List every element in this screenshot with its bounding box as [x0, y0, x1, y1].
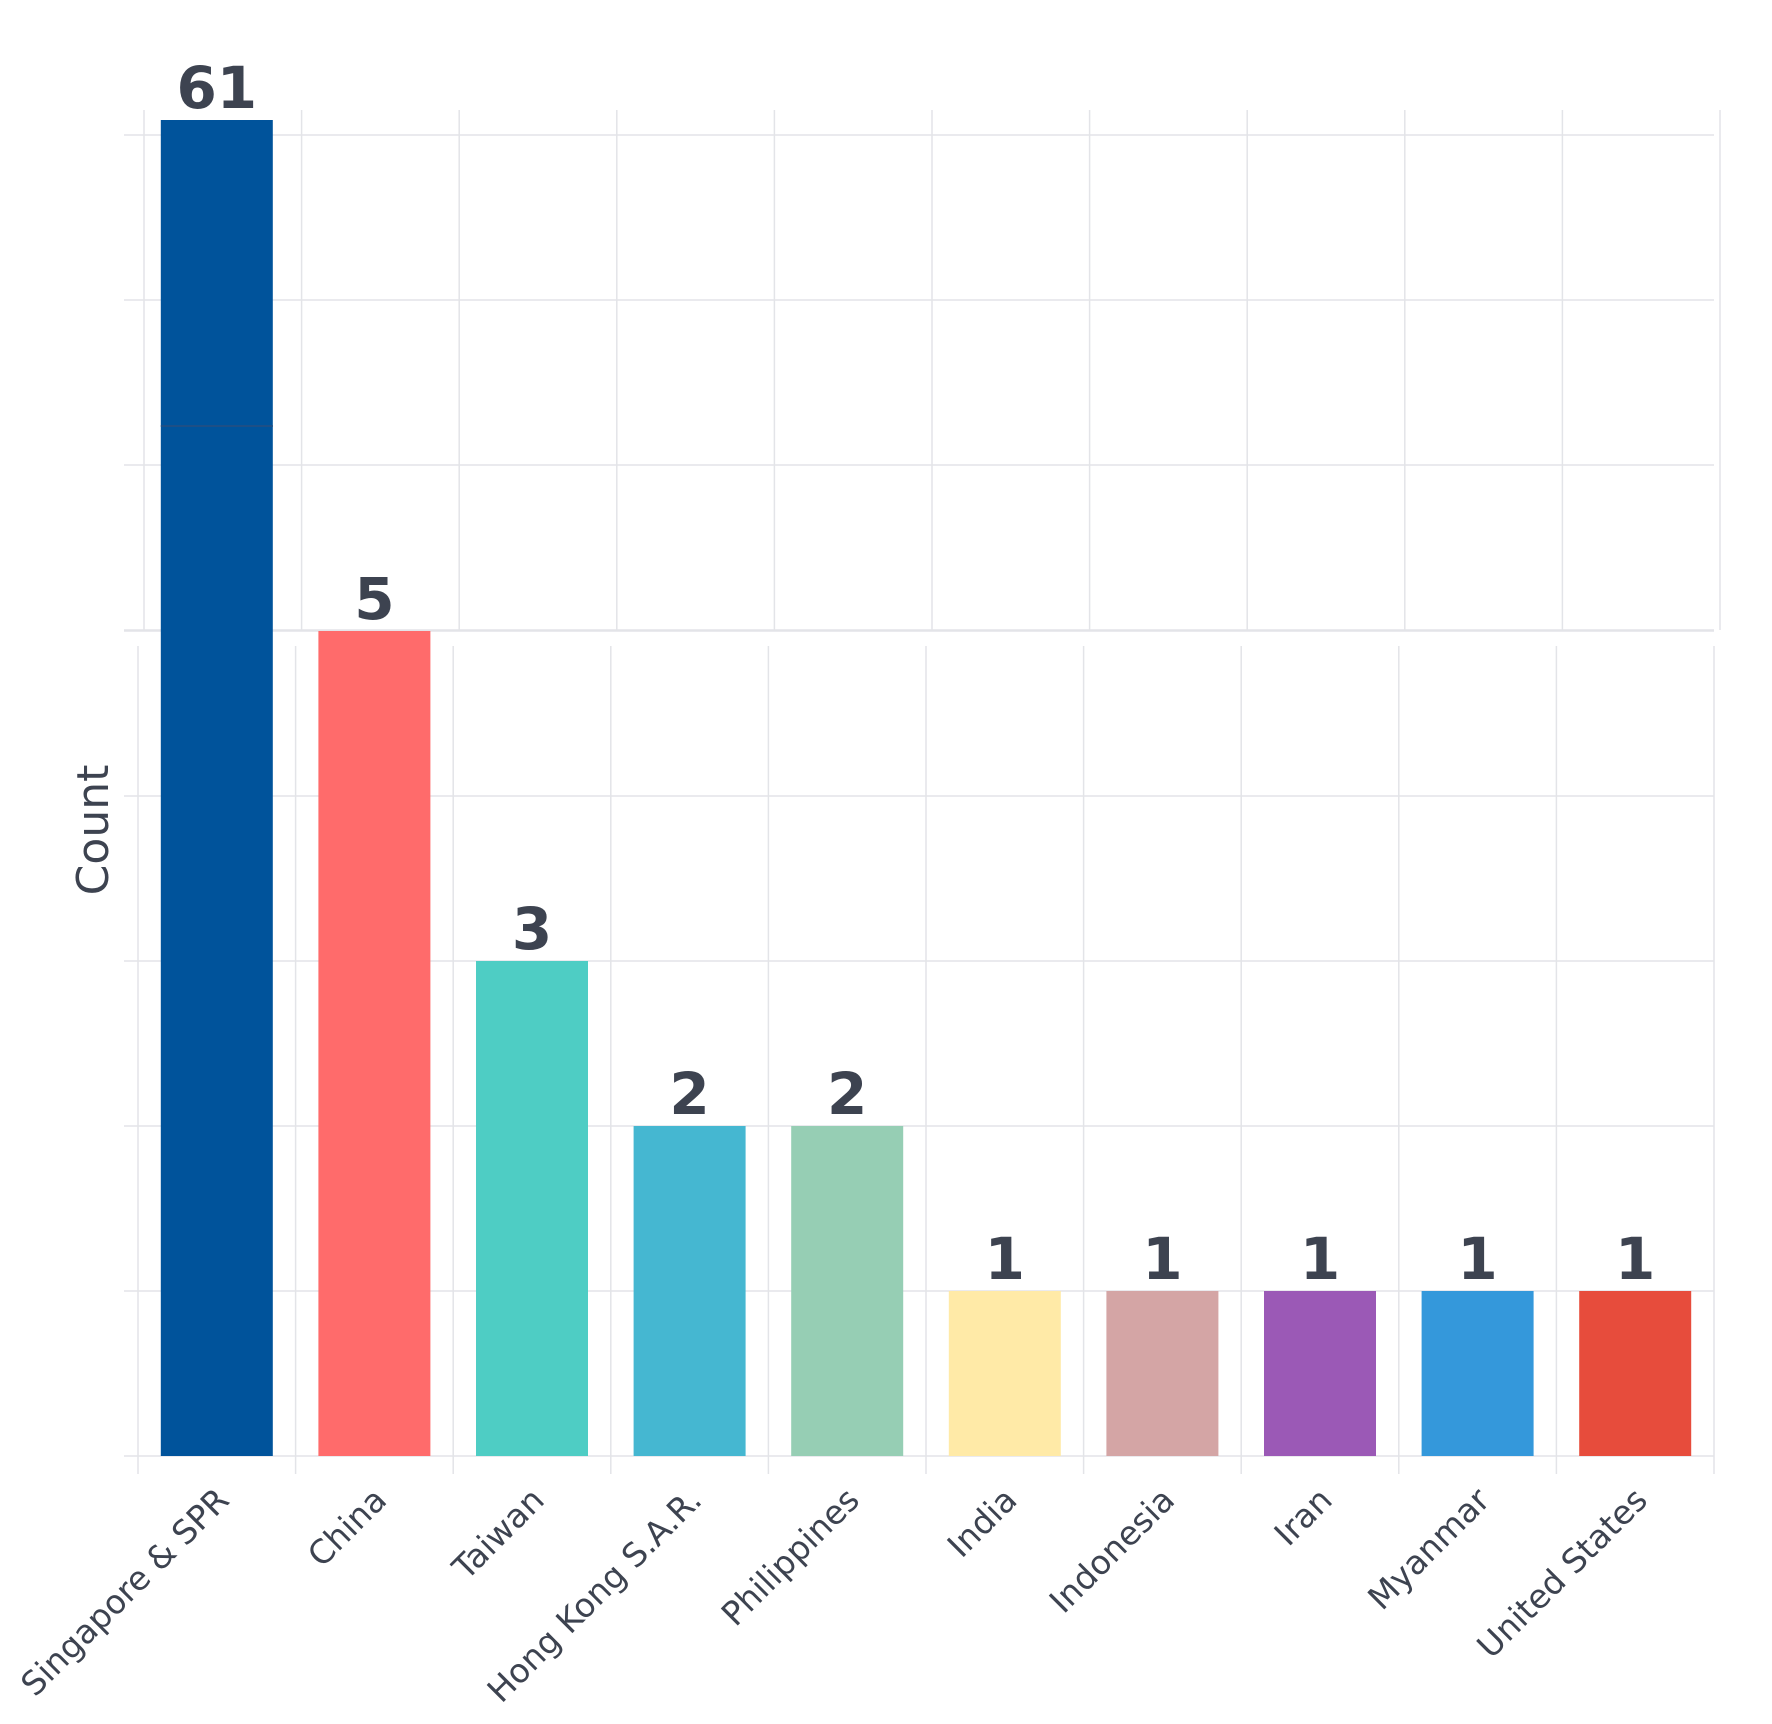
x-tick-label: India — [940, 1480, 1025, 1565]
x-tick-label: Singapore & SPR — [13, 1480, 236, 1703]
data-label: 2 — [827, 1060, 867, 1128]
data-label: 1 — [1142, 1225, 1182, 1293]
bar-indonesia — [1106, 1291, 1219, 1456]
grid-upper-panel — [124, 110, 1721, 631]
data-label: 3 — [512, 895, 552, 963]
bar-philippines — [791, 1126, 904, 1456]
data-label: 61 — [176, 54, 257, 122]
x-tick-label: Myanmar — [1360, 1480, 1498, 1618]
x-tick-label: Taiwan — [444, 1480, 552, 1588]
data-label: 1 — [1615, 1225, 1655, 1293]
data-label: 2 — [669, 1060, 709, 1128]
bar-taiwan — [476, 961, 588, 1456]
data-label: 1 — [1300, 1225, 1340, 1293]
data-labels-group: 61 5 3 2 2 1 1 1 1 1 — [176, 54, 1655, 1293]
data-label: 5 — [354, 565, 394, 633]
y-axis-label: Count — [68, 765, 119, 896]
bar-singapore-spr — [160, 120, 273, 1456]
data-label: 1 — [1457, 1225, 1497, 1293]
x-tick-label: Philippines — [714, 1480, 867, 1633]
bar-china — [318, 631, 431, 1456]
x-tick-label: Indonesia — [1042, 1480, 1182, 1620]
bar-india — [948, 1291, 1061, 1456]
bar-hong-kong-s-a-r- — [633, 1126, 746, 1456]
x-tick-label: China — [300, 1480, 394, 1574]
bar-iran — [1264, 1291, 1376, 1456]
x-tick-label: Iran — [1267, 1480, 1340, 1553]
bar-united-states — [1579, 1291, 1692, 1456]
x-tick-label: United States — [1469, 1480, 1655, 1666]
data-label: 1 — [985, 1225, 1025, 1293]
bar-myanmar — [1421, 1291, 1534, 1456]
bars-group — [160, 120, 1692, 1456]
